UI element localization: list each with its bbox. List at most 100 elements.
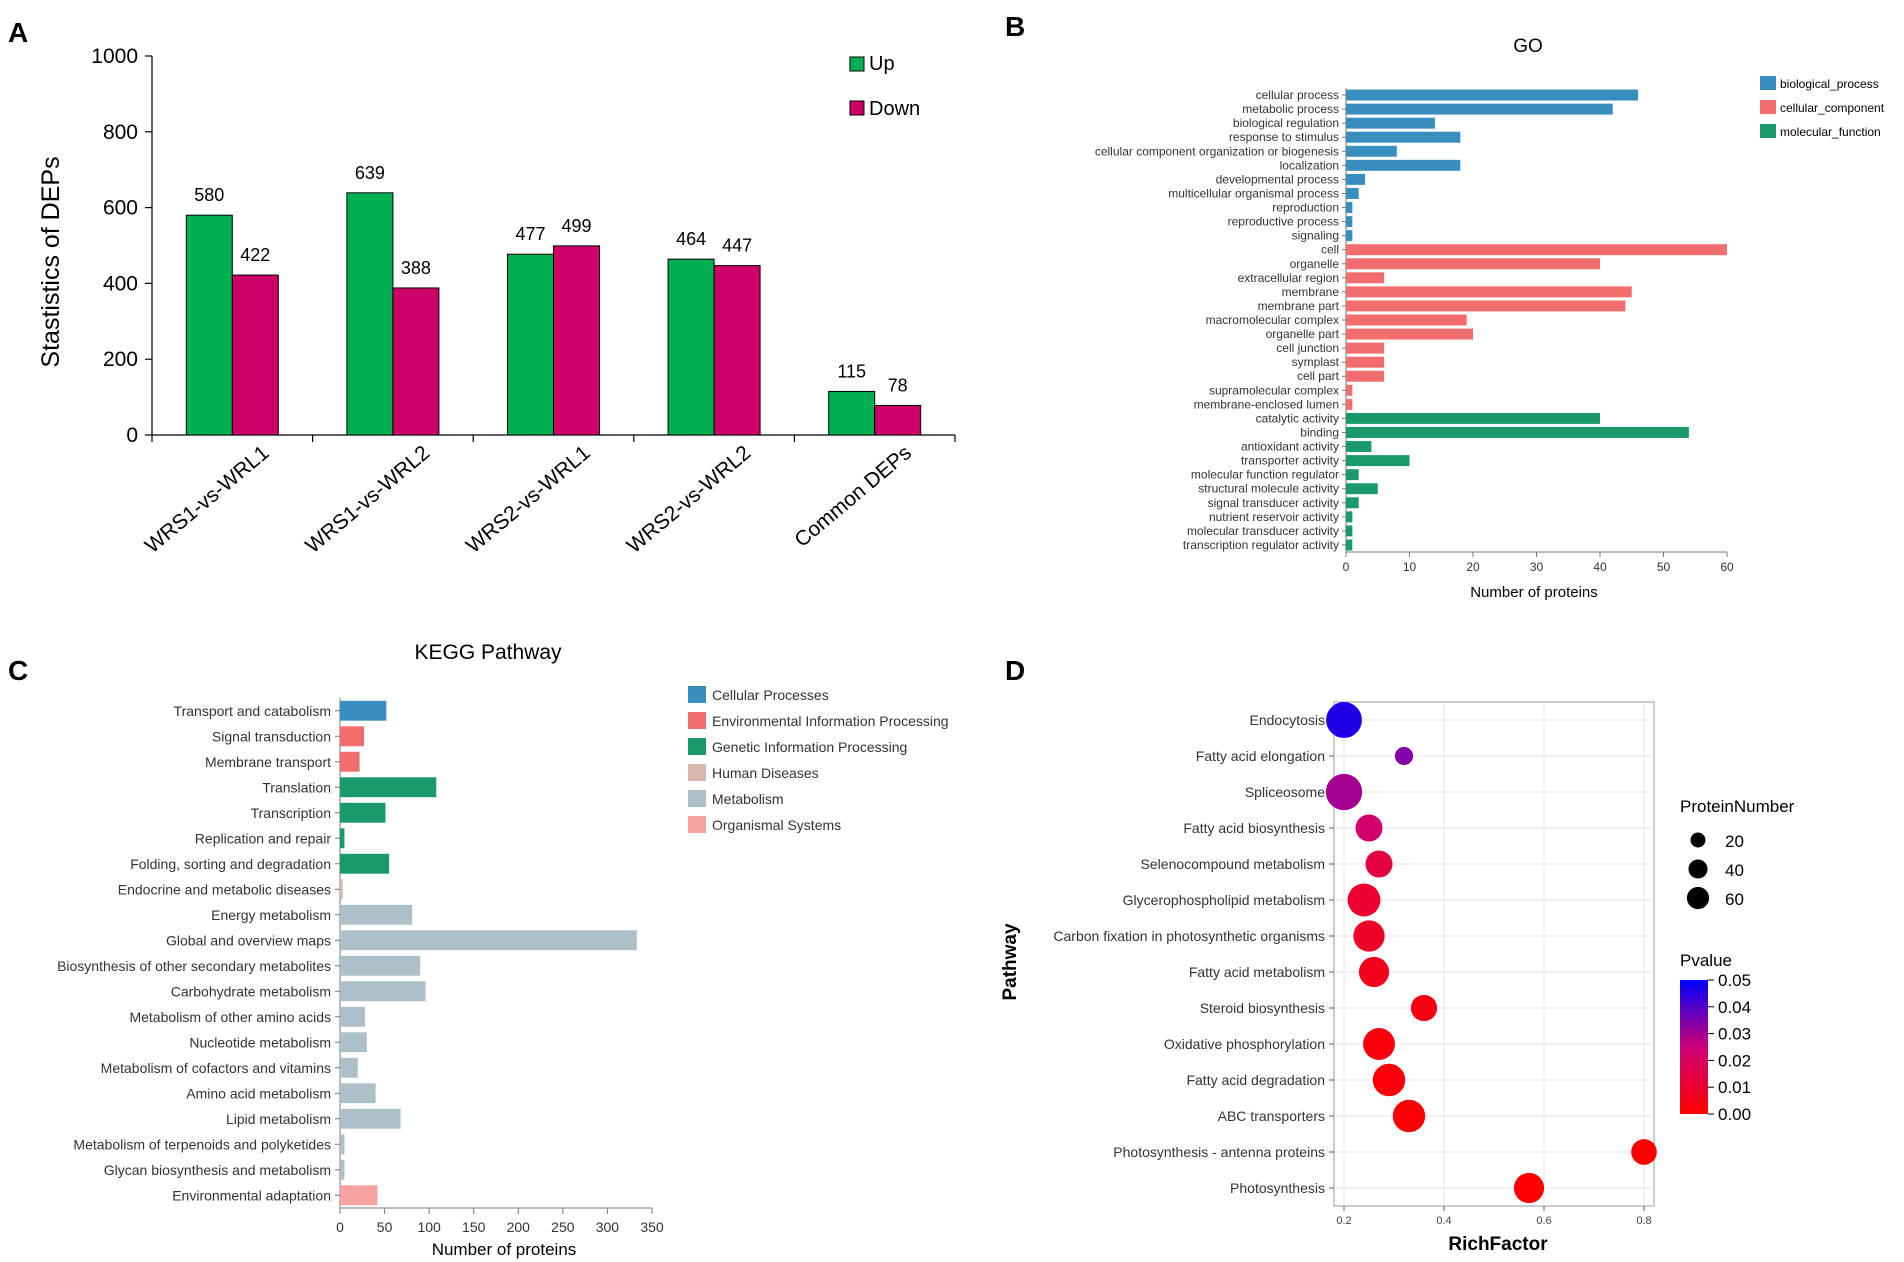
panel-b-xtick-label: 40 [1593, 560, 1607, 574]
legend-down-label: Down [869, 98, 920, 120]
go-term-label-binding: binding [1300, 425, 1339, 439]
panel-b-xlabel: Number of proteins [1470, 584, 1598, 601]
data-label-down-common-deps: 78 [888, 375, 908, 395]
panel-b-xtick-label: 30 [1530, 560, 1544, 574]
go-bar-organelle-part [1346, 328, 1473, 340]
kegg-legend-cellular-processes: Cellular Processes [712, 687, 829, 703]
kegg-pathway-label-glycan-biosynthesis-and-metabolism: Glycan biosynthesis and metabolism [104, 1162, 331, 1178]
kegg-pathway-label-transcription: Transcription [251, 805, 331, 821]
panel-c-xtick-label: 200 [507, 1219, 531, 1235]
go-bar-developmental-process [1346, 173, 1366, 185]
kegg-bar-transcription [340, 802, 386, 823]
go-term-label-extracellular-region: extracellular region [1238, 271, 1339, 285]
go-term-label-molecular-transducer-activity: molecular transducer activity [1187, 524, 1339, 538]
panel-a-ytick-label: 600 [103, 197, 138, 220]
go-term-label-metabolic-process: metabolic process [1242, 102, 1339, 116]
go-term-label-multicellular-organismal-process: multicellular organismal process [1168, 186, 1339, 200]
data-label-up-common-deps: 115 [837, 361, 866, 381]
kegg-pathway-label-metabolism-of-cofactors-and-vitamins: Metabolism of cofactors and vitamins [101, 1060, 331, 1076]
go-bar-extracellular-region [1346, 272, 1385, 284]
kegg-bar-membrane-transport [340, 751, 360, 772]
kegg-bar-folding-sorting-and-degradation [340, 853, 390, 874]
panel-label-b: B [1005, 11, 1025, 42]
go-bar-cellular-component-organization-or-biogenesis [1346, 145, 1397, 157]
bubble-glycerophospholipid-metabolism [1347, 883, 1381, 917]
panel-b-xtick-label: 0 [1343, 560, 1350, 574]
kegg-pathway-label-environmental-adaptation: Environmental adaptation [172, 1187, 331, 1203]
panel-d-plot: 0.2 0.4 0.6 0.8 Endocytosis Fatty acid elonga… [1053, 701, 1657, 1227]
panel-b-bars [1346, 89, 1727, 551]
kegg-pathway-label-translation: Translation [262, 779, 331, 795]
panel-d-xlabel: RichFactor [1448, 1234, 1548, 1255]
go-term-label-organelle-part: organelle part [1266, 327, 1340, 341]
legend-up-swatch [849, 56, 865, 72]
panel-d-plot-frame [1333, 701, 1655, 1207]
go-term-label-developmental-process: developmental process [1216, 172, 1339, 186]
go-term-label-catalytic-activity: catalytic activity [1256, 411, 1339, 425]
panel-a-ytick-label: 0 [126, 424, 138, 447]
kegg-legend-swatch-organismal-systems [688, 816, 706, 833]
size-legend-title: ProteinNumber [1680, 797, 1795, 816]
panel-c-xtick-label: 350 [640, 1219, 664, 1235]
kegg-pathway-label-nucleotide-metabolism: Nucleotide metabolism [189, 1034, 331, 1050]
go-bar-macromolecular-complex [1346, 314, 1467, 326]
size-legend-label-20: 20 [1725, 832, 1744, 851]
go-legend-cellular-component: cellular_component [1780, 101, 1885, 115]
go-term-label-signaling: signaling [1292, 229, 1339, 243]
bubble-fatty-acid-elongation [1394, 746, 1414, 766]
kegg-pathway-label-transport-and-catabolism: Transport and catabolism [174, 703, 331, 719]
bubble-spliceosome [1325, 773, 1363, 811]
go-term-label-molecular-function-regulator: molecular function regulator [1191, 468, 1339, 482]
go-bar-structural-molecule-activity [1346, 483, 1378, 495]
panel-label-c: C [8, 655, 28, 686]
go-term-label-reproductive-process: reproductive process [1228, 215, 1339, 229]
kegg-legend-environmental-information-processing: Environmental Information Processing [712, 713, 949, 729]
bubble-photosynthesis-antenna-proteins [1631, 1139, 1657, 1165]
x-category-label-wrs1-vs-wrl1: WRS1-vs-WRL1 [141, 441, 274, 558]
bubble-endocytosis [1326, 702, 1362, 738]
panel-a-ytick-label: 800 [103, 121, 138, 144]
bubble-selenocompound-metabolism [1365, 850, 1393, 878]
go-term-label-transcription-regulator-activity: transcription regulator activity [1183, 538, 1339, 552]
go-bar-nutrient-reservoir-activity [1346, 511, 1353, 523]
size-legend-label-60: 60 [1725, 890, 1744, 909]
go-bar-molecular-transducer-activity [1346, 525, 1353, 537]
panel-d-xtick-label: 0.2 [1336, 1215, 1351, 1227]
kegg-pathway-label-membrane-transport: Membrane transport [205, 754, 331, 770]
kegg-pathway-label-biosynthesis-of-other-secondary-metabolites: Biosynthesis of other secondary metaboli… [57, 958, 331, 974]
bar-down-wrs2-vs-wrl2 [713, 265, 761, 436]
panel-b-xtick-label: 20 [1466, 560, 1480, 574]
go-term-label-cell-part: cell part [1297, 369, 1340, 383]
kegg-pathway-label-replication-and-repair: Replication and repair [195, 830, 332, 846]
bar-up-wrs1-vs-wrl2 [346, 192, 394, 436]
pathway-label-photosynthesis: Photosynthesis [1230, 1180, 1325, 1196]
bubble-photosynthesis [1513, 1172, 1545, 1204]
panel-b-xtick-label: 60 [1720, 560, 1734, 574]
colorbar-tick-label-0-05: 0.05 [1718, 971, 1751, 990]
panel-c-xtick-label: 100 [417, 1219, 441, 1235]
kegg-bar-metabolism-of-terpenoids-and-polyketides [340, 1134, 345, 1155]
go-term-label-nutrient-reservoir-activity: nutrient reservoir activity [1209, 510, 1339, 524]
go-bar-signal-transducer-activity [1346, 497, 1359, 509]
pathway-label-fatty-acid-degradation: Fatty acid degradation [1186, 1072, 1325, 1088]
panel-c-kegg-chart: KEGG Pathway 0 50 100 150 200 250 300 350 Transp… [57, 641, 949, 1259]
bar-up-common-deps [828, 390, 876, 436]
kegg-bar-glycan-biosynthesis-and-metabolism [340, 1159, 345, 1180]
go-term-label-supramolecular-complex: supramolecular complex [1209, 383, 1339, 397]
kegg-pathway-label-signal-transduction: Signal transduction [212, 728, 331, 744]
go-term-label-membrane-enclosed-lumen: membrane-enclosed lumen [1194, 397, 1339, 411]
go-term-label-membrane-part: membrane part [1258, 299, 1340, 313]
go-bar-multicellular-organismal-process [1346, 187, 1359, 199]
go-term-label-membrane: membrane [1282, 285, 1340, 299]
kegg-pathway-label-carbohydrate-metabolism: Carbohydrate metabolism [171, 983, 331, 999]
kegg-pathway-label-global-and-overview-maps: Global and overview maps [166, 932, 331, 948]
go-term-label-response-to-stimulus: response to stimulus [1229, 130, 1339, 144]
kegg-bar-amino-acid-metabolism [340, 1083, 376, 1104]
kegg-bar-replication-and-repair [340, 828, 345, 849]
kegg-legend-swatch-human-diseases [688, 764, 706, 781]
bubble-abc-transporters [1392, 1099, 1426, 1133]
bar-up-wrs2-vs-wrl2 [667, 258, 715, 436]
data-label-up-wrs1-vs-wrl2: 639 [355, 163, 385, 183]
pathway-label-oxidative-phosphorylation: Oxidative phosphorylation [1164, 1036, 1325, 1052]
pvalue-colorbar [1680, 980, 1708, 1114]
